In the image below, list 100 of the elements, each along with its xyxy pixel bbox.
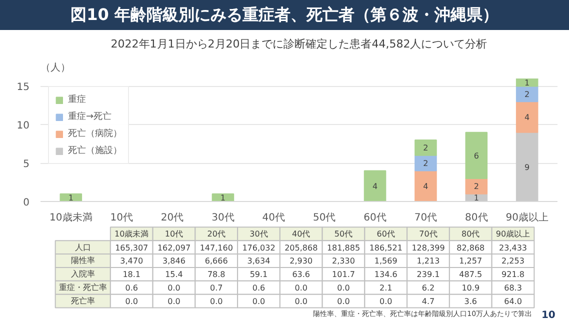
data-label: 0.0 — [294, 297, 308, 306]
data-label: 2,330 — [332, 256, 355, 266]
bar — [364, 170, 386, 202]
data-label: 2,930 — [290, 256, 313, 266]
data-label: 0.0 — [294, 284, 308, 293]
bar — [516, 86, 538, 102]
chart-title: 図10 年齢階級別にみる重症者、死亡者（第６波・沖縄県） — [70, 4, 498, 26]
x-tick-label: 20代 — [207, 229, 226, 238]
data-label: 0.0 — [125, 297, 138, 306]
bar — [516, 132, 538, 202]
data-label: 64.0 — [504, 297, 522, 306]
data-label: 3,634 — [247, 256, 270, 266]
data-label: 0.6 — [252, 284, 266, 293]
data-label: 1,213 — [416, 256, 440, 266]
x-tick-label: 90歳以上 — [496, 229, 530, 238]
data-label: 6.2 — [422, 284, 435, 293]
x-tick-label: 80代 — [462, 229, 480, 238]
data-label: 4 — [423, 182, 428, 192]
x-tick-label: 90歳以上 — [506, 212, 548, 224]
data-label: 23,433 — [499, 243, 528, 252]
data-label: 82,868 — [456, 243, 485, 252]
data-label: 1,257 — [459, 256, 482, 266]
data-label: 0.0 — [337, 284, 350, 293]
data-label: 165,307 — [115, 243, 148, 252]
data-label: 0.0 — [337, 297, 350, 306]
bar — [414, 154, 437, 172]
data-label: 1 — [68, 194, 74, 203]
data-label: 0.6 — [125, 284, 138, 293]
data-label: 4 — [372, 182, 378, 192]
y-tick-label: 入院率 — [70, 270, 95, 279]
legend-label: 重症→死亡 — [68, 110, 112, 123]
data-label: 15.4 — [165, 270, 183, 280]
y-tick-label: 人口 — [74, 242, 91, 252]
legend-label: 死亡（施設） — [68, 144, 122, 157]
y-tick-label: 0 — [23, 198, 30, 208]
bar — [465, 132, 488, 179]
bar — [414, 140, 437, 156]
data-label: 2 — [423, 159, 428, 168]
data-label: 1 — [524, 78, 530, 88]
y-tick-label: 5 — [23, 159, 30, 170]
data-label: 3,470 — [120, 256, 144, 266]
x-tick-label: 30代 — [212, 212, 234, 224]
chart-subtitle: 2022年1月1日から2月20日までに診断確定した患者44,582人について分析 — [110, 38, 488, 50]
x-tick-label: 20代 — [160, 212, 184, 224]
data-label: 128,399 — [412, 243, 445, 252]
data-label: 1 — [220, 194, 226, 203]
data-label: 1 — [474, 194, 479, 203]
x-tick-label: 50代 — [334, 229, 353, 238]
data-label: 0.0 — [168, 284, 180, 293]
data-label: 3.6 — [464, 297, 477, 306]
data-label: 181,885 — [326, 243, 360, 252]
y-tick-label: 15 — [16, 82, 30, 94]
data-label: 3,846 — [162, 256, 186, 266]
data-label: 6,666 — [204, 256, 228, 266]
data-label: 68.3 — [504, 284, 522, 293]
data-label: 921.8 — [502, 270, 524, 280]
data-label: 162,097 — [157, 243, 191, 252]
data-label: 239.1 — [416, 270, 440, 280]
x-tick-label: 80代 — [465, 212, 488, 224]
y-tick-label: 重症・死亡率 — [58, 283, 107, 292]
data-label: 487.5 — [459, 270, 482, 280]
data-label: 176,032 — [242, 243, 276, 252]
legend-label: 重症 — [68, 94, 87, 106]
y-tick-label: 陽性率 — [70, 256, 95, 266]
data-label: 63.6 — [292, 270, 310, 280]
data-label: 18.1 — [122, 270, 141, 280]
x-tick-label: 10代 — [164, 229, 184, 238]
data-label: 2 — [423, 144, 428, 153]
x-tick-label: 60代 — [376, 229, 395, 238]
bar — [516, 78, 538, 87]
data-label: 0.0 — [380, 297, 392, 306]
data-label: 2.1 — [380, 284, 392, 293]
bar — [414, 170, 437, 202]
data-label: 134.6 — [374, 270, 398, 280]
x-tick-label: 30代 — [250, 229, 268, 238]
x-tick-label: 10歳未満 — [50, 212, 92, 224]
y-tick-label: 10 — [16, 120, 30, 132]
text: 10 — [541, 310, 556, 320]
y-axis-title: （人） — [40, 62, 70, 74]
data-label: 0.7 — [210, 284, 223, 293]
y-tick-label: 死亡率 — [70, 296, 95, 306]
x-tick-label: 40代 — [292, 229, 310, 238]
x-tick-label: 60代 — [364, 212, 386, 224]
data-label: 101.7 — [332, 270, 355, 280]
data-label: 9 — [524, 162, 530, 172]
data-label: 2 — [524, 90, 530, 99]
data-label: 0.0 — [210, 297, 223, 306]
x-tick-label: 70代 — [414, 212, 438, 224]
data-label: 4 — [524, 112, 530, 122]
x-tick-label: 10代 — [110, 212, 133, 224]
data-label: 6 — [474, 151, 479, 160]
data-label: 78.8 — [207, 270, 226, 280]
data-label: 1,569 — [374, 256, 398, 266]
data-label: 59.1 — [250, 270, 268, 280]
data-label: 4.7 — [422, 297, 435, 306]
data-label: 2 — [474, 182, 479, 192]
x-tick-label: 50代 — [312, 212, 336, 224]
x-tick-label: 70代 — [419, 229, 438, 238]
data-label: 147,160 — [200, 243, 233, 252]
data-label: 0.0 — [168, 297, 180, 306]
